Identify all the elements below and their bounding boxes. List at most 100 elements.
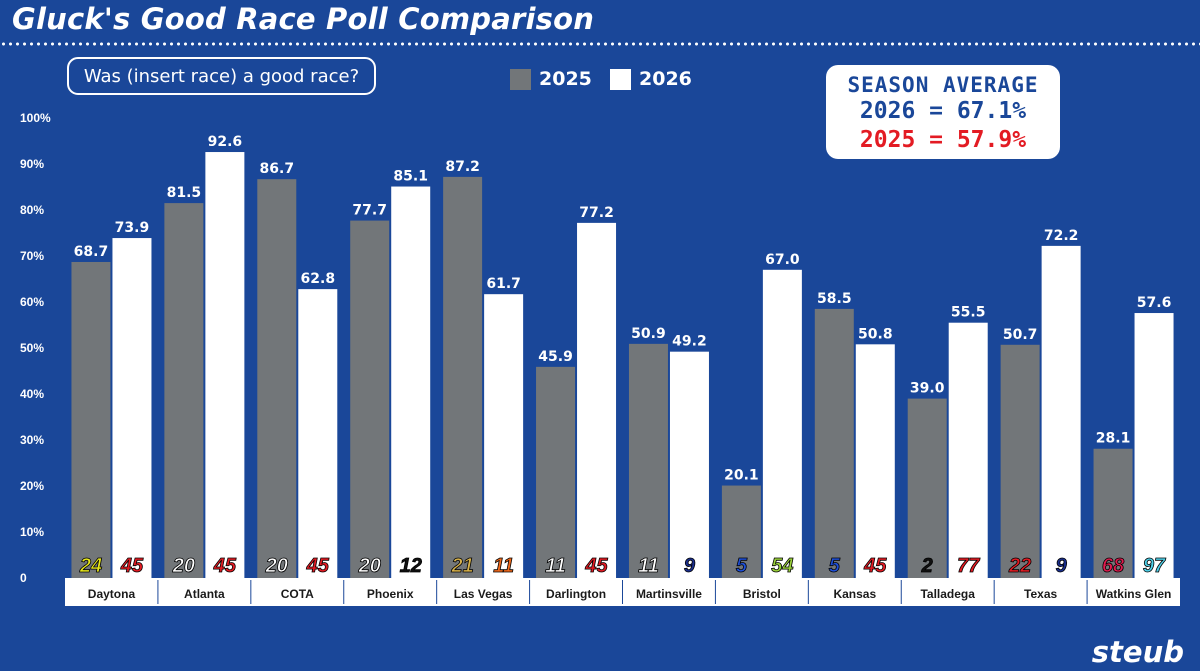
car-number-2026: 97 [1143, 555, 1166, 577]
car-number-2025: 5 [736, 555, 748, 577]
bar-2026 [762, 269, 802, 578]
season-average-2026: 2026 = 67.1% [859, 98, 1027, 124]
bar-2026 [112, 238, 152, 578]
data-label-2026: 85.1 [393, 169, 428, 185]
y-tick-label: 100% [20, 111, 51, 125]
data-label-2026: 67.0 [765, 252, 800, 268]
legend-swatch-2025 [510, 68, 531, 90]
legend-item-2026: 2026 [610, 68, 692, 90]
bar-2025 [536, 366, 576, 578]
x-tick-label: Bristol [743, 587, 781, 601]
season-average-heading: SEASON AVERAGE [847, 73, 1039, 97]
bar-2026 [1134, 313, 1174, 578]
data-label-2026: 73.9 [115, 220, 150, 236]
data-label-2025: 77.7 [352, 203, 387, 219]
bar-2025 [721, 485, 761, 578]
bar-2026 [205, 152, 245, 579]
x-tick-label: Darlington [546, 587, 606, 601]
bar-2025 [1093, 448, 1133, 578]
data-label-2026: 92.6 [208, 134, 243, 150]
y-tick-label: 80% [20, 203, 44, 217]
x-tick-label: Watkins Glen [1096, 587, 1172, 601]
x-tick-label: Atlanta [184, 587, 225, 601]
x-tick-label: Martinsville [636, 587, 702, 601]
bar-2025 [257, 179, 297, 578]
bar-2026 [484, 294, 524, 578]
car-number-2025: 21 [451, 555, 474, 577]
chart-title: Gluck's Good Race Poll Comparison [12, 2, 595, 36]
y-tick-label: 20% [20, 479, 44, 493]
bar-2025 [1000, 344, 1040, 578]
data-label-2026: 62.8 [301, 271, 336, 287]
y-tick-label: 0 [20, 571, 27, 585]
data-label-2026: 72.2 [1044, 228, 1079, 244]
y-tick-label: 40% [20, 387, 44, 401]
legend-label-2025: 2025 [539, 68, 592, 90]
car-number-2026: 9 [1056, 555, 1068, 577]
x-tick-label: Talladega [920, 587, 975, 601]
data-label-2025: 68.7 [74, 244, 109, 260]
data-label-2025: 58.5 [817, 291, 852, 307]
data-label-2025: 39.0 [910, 381, 945, 397]
data-label-2026: 57.6 [1137, 295, 1172, 311]
car-number-2026: 12 [400, 555, 422, 577]
car-number-2025: 20 [265, 555, 288, 577]
bar-2026 [855, 344, 895, 578]
x-tick-label: Texas [1024, 587, 1057, 601]
x-tick-label: Daytona [88, 587, 136, 601]
car-number-2026: 45 [306, 555, 330, 577]
data-label-2025: 87.2 [445, 159, 480, 175]
data-label-2026: 77.2 [579, 205, 614, 221]
bar-2025 [350, 220, 390, 578]
x-tick-label: Kansas [833, 587, 876, 601]
car-number-2026: 45 [584, 555, 608, 577]
car-number-2026: 45 [120, 555, 144, 577]
question-box: Was (insert race) a good race? [67, 57, 376, 95]
legend-item-2025: 2025 [510, 68, 592, 90]
car-number-2025: 20 [358, 555, 381, 577]
y-tick-label: 90% [20, 157, 44, 171]
bar-2026 [669, 351, 709, 578]
legend-swatch-2026 [610, 68, 631, 90]
bar-2026 [948, 322, 988, 578]
bar-2026 [298, 289, 338, 578]
bar-2026 [577, 222, 617, 578]
bar-2026 [1041, 245, 1081, 578]
car-number-2025: 24 [79, 555, 102, 577]
x-tick-label: Phoenix [367, 587, 414, 601]
data-label-2025: 50.9 [631, 326, 666, 342]
data-label-2026: 55.5 [951, 305, 986, 321]
bar-2025 [814, 308, 854, 578]
car-number-2026: 45 [863, 555, 887, 577]
car-number-2025: 68 [1102, 555, 1125, 577]
car-number-2026: 45 [213, 555, 237, 577]
bar-2025 [164, 203, 204, 578]
x-tick-label: Las Vegas [454, 587, 513, 601]
brand-logo: steub [1091, 635, 1184, 669]
y-tick-label: 60% [20, 295, 44, 309]
y-tick-label: 50% [20, 341, 44, 355]
bar-2025 [628, 343, 668, 578]
car-number-2025: 20 [172, 555, 195, 577]
car-number-2026: 9 [684, 555, 696, 577]
car-number-2026: 77 [957, 555, 980, 577]
bar-2025 [71, 261, 111, 578]
y-tick-label: 70% [20, 249, 44, 263]
bar-2025 [907, 398, 947, 578]
data-label-2025: 28.1 [1096, 431, 1131, 447]
bar-2026 [391, 186, 431, 579]
data-label-2026: 49.2 [672, 334, 707, 350]
data-label-2026: 50.8 [858, 326, 893, 342]
season-average-box: SEASON AVERAGE 2026 = 67.1% 2025 = 57.9% [826, 65, 1060, 159]
data-label-2026: 61.7 [486, 276, 521, 292]
car-number-2026: 54 [771, 555, 793, 577]
car-number-2025: 11 [638, 555, 659, 577]
car-number-2026: 11 [493, 555, 514, 577]
data-label-2025: 50.7 [1003, 327, 1038, 343]
x-tick-label: COTA [281, 587, 314, 601]
bar-2025 [443, 176, 483, 578]
car-number-2025: 11 [545, 555, 566, 577]
y-tick-label: 10% [20, 525, 44, 539]
data-label-2025: 86.7 [260, 161, 295, 177]
